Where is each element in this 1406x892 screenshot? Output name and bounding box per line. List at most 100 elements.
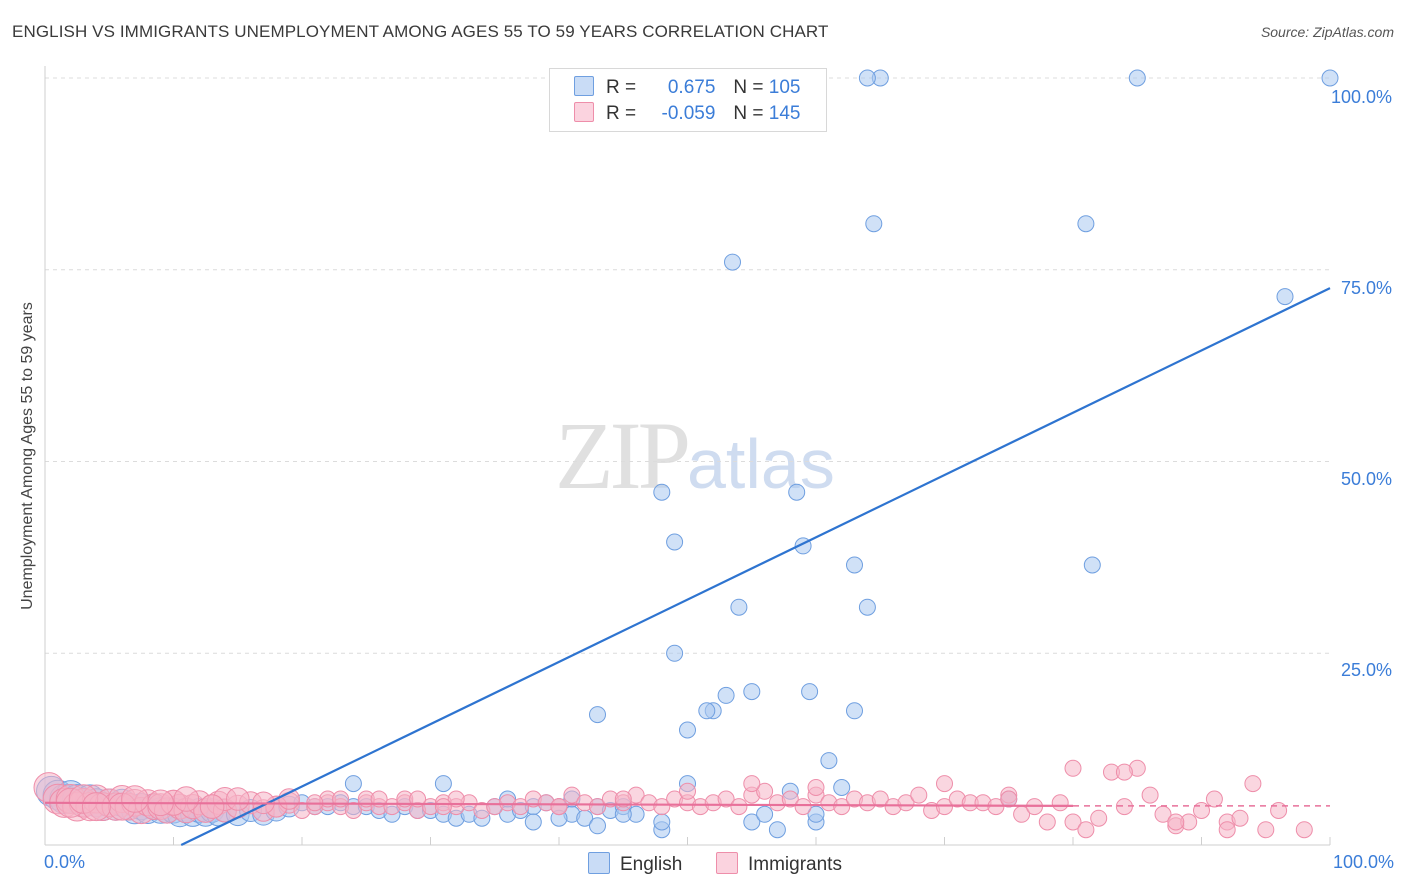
english-swatch bbox=[588, 852, 610, 874]
immigrants-point bbox=[1244, 775, 1262, 793]
english-point bbox=[756, 805, 774, 823]
immigrants-point bbox=[807, 779, 825, 796]
x-tick-label: 100.0% bbox=[1332, 852, 1394, 872]
legend-row-english: R = 0.675 N = 105 bbox=[574, 76, 800, 100]
immigrants-point bbox=[936, 775, 953, 793]
immigrants-point bbox=[1141, 786, 1159, 804]
english-point bbox=[858, 69, 876, 87]
immigrants-point bbox=[1218, 821, 1236, 839]
immigrants-point bbox=[434, 798, 452, 816]
immigrants-point bbox=[833, 798, 851, 816]
legend-row-immigrants: R = -0.059 N = 145 bbox=[574, 102, 800, 126]
immigrants-point bbox=[1257, 821, 1275, 839]
immigrants-point bbox=[1167, 813, 1185, 831]
n-value-immigrants: 145 bbox=[768, 103, 801, 124]
x-tick-label: 0.0% bbox=[44, 852, 86, 872]
english-point bbox=[589, 706, 606, 724]
english-point bbox=[1321, 69, 1339, 87]
r-value-english: 0.675 bbox=[667, 77, 716, 98]
english-point bbox=[653, 483, 671, 501]
immigrants-point bbox=[794, 798, 812, 816]
english-point bbox=[858, 598, 876, 616]
y-tick-label: 100.0% bbox=[1330, 87, 1392, 107]
immigrants-point bbox=[871, 790, 889, 808]
english-point bbox=[846, 556, 863, 574]
english-point bbox=[434, 775, 452, 793]
immigrants-point bbox=[550, 798, 568, 816]
immigrants-point bbox=[756, 782, 774, 800]
chart-source: Source: ZipAtlas.com bbox=[1260, 24, 1394, 40]
immigrants-point bbox=[173, 786, 200, 812]
y-tick-label: 50.0% bbox=[1340, 469, 1392, 489]
r-value-immigrants: -0.059 bbox=[661, 103, 716, 124]
legend-immigrants-label: Immigrants bbox=[748, 854, 842, 875]
immigrants-point bbox=[1115, 763, 1133, 781]
english-trend-line bbox=[180, 287, 1331, 846]
immigrants-point bbox=[614, 790, 632, 808]
english-point bbox=[679, 721, 696, 739]
immigrants-point bbox=[1064, 813, 1082, 831]
english-point bbox=[801, 683, 819, 701]
chart-title: ENGLISH VS IMMIGRANTS UNEMPLOYMENT AMONG… bbox=[12, 22, 829, 41]
immigrants-point bbox=[199, 794, 225, 819]
immigrants-point bbox=[589, 798, 606, 816]
english-point bbox=[730, 598, 748, 616]
immigrants-point bbox=[1270, 802, 1288, 819]
immigrants-trend-line bbox=[44, 801, 1074, 807]
immigrants-swatch bbox=[574, 102, 594, 122]
immigrants-swatch bbox=[716, 852, 738, 874]
n-label: N = bbox=[733, 77, 764, 98]
immigrants-point bbox=[743, 775, 761, 793]
axes bbox=[44, 66, 1330, 846]
english-point bbox=[1083, 556, 1101, 574]
english-point bbox=[666, 533, 684, 551]
english-swatch bbox=[574, 76, 594, 96]
r-label: R = bbox=[606, 103, 637, 124]
english-point bbox=[743, 683, 761, 701]
immigrants-points bbox=[33, 759, 1313, 839]
immigrants-point bbox=[1051, 794, 1069, 812]
legend-item-english[interactable]: English bbox=[588, 852, 682, 876]
english-point bbox=[833, 779, 851, 796]
english-point bbox=[698, 702, 716, 720]
immigrants-point bbox=[512, 798, 529, 816]
immigrants-point bbox=[653, 798, 671, 816]
immigrants-point bbox=[121, 785, 149, 813]
english-point bbox=[1077, 215, 1095, 233]
immigrants-point bbox=[1090, 809, 1108, 827]
legend-english-label: English bbox=[620, 854, 683, 875]
y-axis-label: Unemployment Among Ages 55 to 59 years bbox=[19, 302, 36, 610]
immigrants-point bbox=[563, 786, 581, 804]
english-point bbox=[344, 775, 362, 793]
r-label: R = bbox=[606, 77, 637, 98]
immigrants-point bbox=[226, 787, 250, 811]
english-point bbox=[788, 483, 806, 501]
immigrants-point bbox=[1077, 821, 1095, 839]
immigrants-point bbox=[1295, 821, 1313, 839]
legend-item-immigrants[interactable]: Immigrants bbox=[716, 852, 842, 876]
immigrants-point bbox=[1231, 809, 1249, 827]
english-point bbox=[807, 805, 825, 823]
english-point bbox=[743, 813, 761, 831]
immigrants-point bbox=[1064, 759, 1082, 777]
immigrants-point bbox=[730, 798, 748, 816]
english-point bbox=[717, 686, 735, 704]
immigrants-point bbox=[1205, 790, 1223, 808]
english-point bbox=[820, 752, 838, 770]
n-value-english: 105 bbox=[768, 77, 801, 98]
y-tick-label: 25.0% bbox=[1340, 660, 1392, 680]
watermark-atlas: atlas bbox=[687, 425, 835, 503]
english-point bbox=[846, 702, 863, 720]
immigrants-point bbox=[781, 790, 799, 808]
english-point bbox=[1128, 69, 1146, 87]
immigrants-point bbox=[81, 792, 111, 822]
immigrants-point bbox=[1038, 813, 1056, 831]
immigrants-point bbox=[1193, 802, 1210, 819]
y-tick-label: 75.0% bbox=[1340, 278, 1392, 298]
english-point bbox=[865, 215, 883, 233]
immigrants-point bbox=[897, 794, 915, 812]
immigrants-point bbox=[679, 782, 696, 800]
english-point bbox=[653, 813, 671, 831]
immigrants-point bbox=[910, 786, 928, 804]
